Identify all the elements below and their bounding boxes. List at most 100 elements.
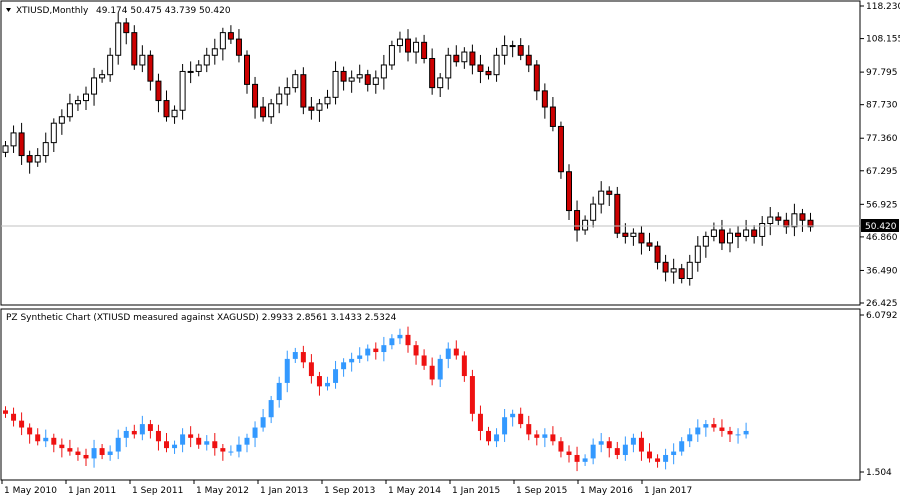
indicator-candle (43, 437, 49, 442)
main-candle (227, 32, 234, 40)
indicator-candle (180, 434, 186, 445)
indicator-candle (341, 362, 347, 370)
main-candle (252, 83, 259, 108)
indicator-candle (534, 434, 540, 438)
main-candle (727, 232, 733, 244)
indicator-candle (703, 424, 709, 428)
indicator-candle (630, 437, 636, 445)
indicator-candle (147, 424, 153, 431)
indicator-candle (325, 382, 330, 387)
indicator-candle (308, 362, 314, 377)
price-label: 36.490 (866, 266, 898, 276)
main-candle (74, 100, 81, 105)
indicator-candle (284, 358, 290, 383)
time-label: 1 Jan 2015 (452, 486, 500, 496)
main-candle (549, 106, 556, 127)
indicator-title: PZ Synthetic Chart (XTIUSD measured agai… (6, 313, 397, 323)
indicator-axis-bottom: 1.504 (866, 468, 892, 478)
indicator-candle (558, 441, 564, 452)
time-label: 1 Jan 2013 (260, 486, 308, 496)
indicator-candle (75, 451, 81, 455)
main-candle (525, 54, 532, 66)
main-candle (292, 74, 299, 89)
indicator-candle (300, 352, 306, 363)
price-label: 26.425 (866, 299, 898, 309)
main-candle (276, 93, 283, 105)
indicator-candle (373, 348, 379, 353)
main-candle (195, 64, 202, 72)
main-candle (735, 232, 742, 237)
indicator-candle (727, 430, 733, 435)
main-candle (767, 216, 774, 224)
indicator-candle (83, 454, 89, 459)
main-candle (686, 261, 693, 279)
price-label: 87.730 (866, 101, 898, 111)
indicator-candle (139, 424, 145, 435)
main-candle (348, 77, 355, 82)
main-candles-group (2, 12, 814, 286)
price-label: 108.155 (866, 35, 900, 45)
main-candle (219, 32, 226, 50)
main-candle (10, 132, 17, 147)
main-candle (300, 74, 307, 108)
indicator-candle (598, 441, 604, 445)
main-panel-frame (0, 0, 861, 306)
main-candle (83, 93, 89, 102)
price-label: 67.295 (866, 167, 898, 177)
main-candle (155, 80, 162, 102)
indicator-candle (663, 454, 669, 462)
time-label: 1 May 2014 (388, 486, 441, 496)
main-candle (751, 229, 758, 237)
main-candle (163, 100, 170, 118)
indicator-candle (172, 444, 178, 449)
indicator-candle (236, 444, 242, 452)
main-candle (421, 41, 428, 60)
main-candle (364, 74, 371, 85)
indicator-candle (196, 437, 202, 445)
main-candle (107, 54, 114, 76)
main-price-axis[interactable]: 118.230 108.155 97.795 87.730 77.360 67.295 56… (860, 2, 900, 309)
main-candle (557, 125, 564, 173)
main-candle (783, 219, 790, 228)
indicator-candle (357, 355, 363, 359)
indicator-candle (260, 417, 266, 428)
main-candle (131, 32, 138, 66)
main-candle (622, 232, 629, 237)
main-candle (123, 22, 130, 34)
indicator-candle (437, 358, 443, 380)
indicator-candle (3, 410, 8, 414)
chevron-down-icon[interactable] (6, 8, 11, 12)
indicator-candle (405, 334, 411, 346)
indicator-candle (606, 441, 612, 449)
main-candle (50, 122, 57, 144)
indicator-candle (188, 434, 194, 438)
indicator-candle (566, 451, 572, 455)
main-candle (654, 245, 661, 263)
indicator-candle (679, 441, 685, 452)
main-candle (541, 90, 548, 108)
time-label: 1 Sep 2015 (516, 486, 567, 496)
indicator-candle (35, 434, 41, 442)
indicator-candle (51, 437, 57, 445)
indicator-candle (397, 334, 403, 339)
indicator-candle (228, 451, 234, 453)
indicator-panel-frame (0, 308, 861, 481)
indicator-candle (27, 427, 33, 435)
indicator-candle (469, 376, 475, 414)
main-title: XTIUSD,Monthly (16, 6, 89, 16)
current-price-label: 50.420 (865, 222, 897, 232)
indicator-candle (292, 352, 298, 359)
time-axis[interactable]: 1 May 2010 1 Jan 2011 1 Sep 2011 1 May 2012… (1, 480, 692, 496)
indicator-candle (252, 427, 258, 438)
indicator-candle (115, 437, 121, 452)
main-candle (308, 106, 315, 111)
main-candle (775, 216, 782, 221)
main-candle (211, 48, 218, 56)
main-candle (268, 103, 275, 118)
indicator-candle (671, 451, 677, 455)
main-candle (509, 45, 516, 48)
main-candle (702, 235, 709, 247)
main-candle (99, 74, 106, 79)
